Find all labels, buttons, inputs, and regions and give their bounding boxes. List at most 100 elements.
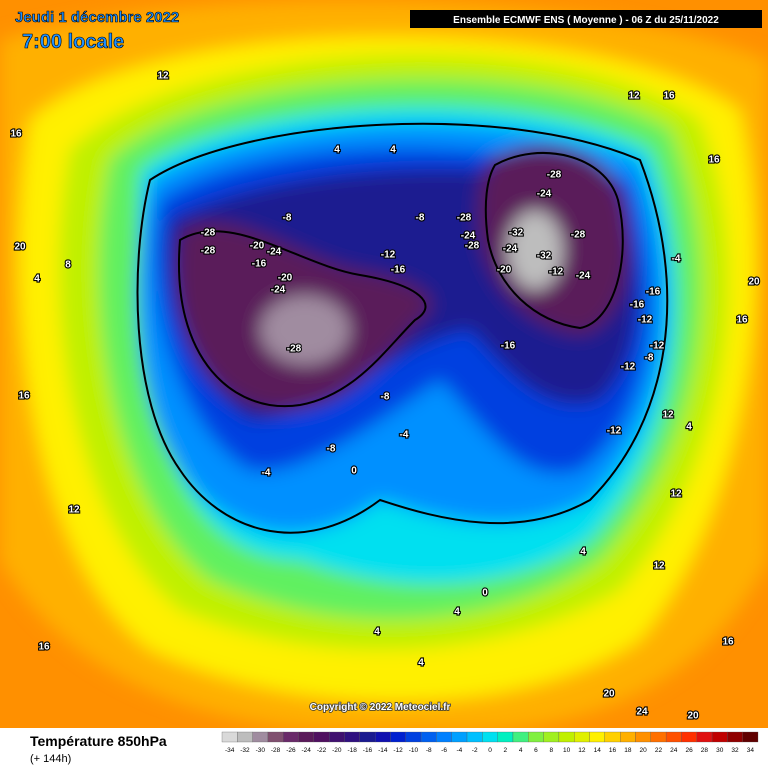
colorbar-tick-label: 10 <box>563 747 571 754</box>
contour-label: -8 <box>645 353 654 364</box>
contour-label: -24 <box>576 271 591 282</box>
contour-label: -24 <box>461 231 476 242</box>
contour-label: -20 <box>497 265 512 276</box>
contour-label: -28 <box>547 170 562 181</box>
field-m32-east <box>507 210 563 290</box>
contour-label: -16 <box>391 265 406 276</box>
contour-label: -4 <box>672 254 681 265</box>
contour-0 <box>136 122 669 534</box>
contour-label: -4 <box>400 430 409 441</box>
colorbar-tick-label: -8 <box>426 747 432 754</box>
color-swatch <box>512 731 529 743</box>
color-swatch <box>497 731 514 743</box>
colorbar-tick-label: 14 <box>594 747 602 754</box>
contour-label: 0 <box>482 588 488 599</box>
contour-label: 20 <box>603 689 615 700</box>
contour-label: 16 <box>722 637 734 648</box>
contour-label: -12 <box>381 250 396 261</box>
color-swatch <box>635 731 651 743</box>
contour-label: -24 <box>537 189 552 200</box>
color-swatch <box>313 731 330 743</box>
contour-label: 12 <box>157 71 169 82</box>
contour-label: -16 <box>646 287 661 298</box>
colorbar-tick-label: 30 <box>716 747 724 754</box>
contour-label: 16 <box>663 91 675 102</box>
contour-label: -20 <box>278 273 293 284</box>
color-swatch <box>420 731 437 743</box>
color-swatch <box>727 731 743 743</box>
field-layers <box>0 0 768 728</box>
contour-label: -16 <box>501 341 516 352</box>
contour-label: 4 <box>334 145 340 156</box>
contour-label: -28 <box>465 241 480 252</box>
colorbar-tick-label: 24 <box>670 747 678 754</box>
contour-label: -32 <box>537 251 552 262</box>
colorbar-tick-label: -12 <box>393 747 403 754</box>
contour-label: 16 <box>708 155 720 166</box>
contour-label: -24 <box>503 244 518 255</box>
color-swatch <box>482 731 498 743</box>
color-swatch <box>221 731 238 743</box>
contour-label: -8 <box>381 392 390 403</box>
colorbar-tick-label: 4 <box>519 747 523 754</box>
colorbar-tick-label: 16 <box>609 747 617 754</box>
color-swatch <box>390 731 406 743</box>
legend-subtitle: (+ 144h) <box>30 753 71 765</box>
color-swatch <box>436 731 452 743</box>
colorbar-tick-label: 0 <box>488 747 492 754</box>
contour-label: 12 <box>670 489 682 500</box>
contour-label: 12 <box>662 410 674 421</box>
contour-label: -12 <box>621 362 636 373</box>
contour-label: -16 <box>630 300 645 311</box>
colorbar-tick-label: 12 <box>578 747 586 754</box>
colorbar-tick-label: -6 <box>441 747 447 754</box>
colorbar-tick-label: -30 <box>256 747 266 754</box>
color-swatch <box>298 731 315 743</box>
color-swatch <box>620 731 636 743</box>
colorbar-tick-label: -34 <box>225 747 235 754</box>
contour-label: -16 <box>252 259 267 270</box>
colorbar-tick-label: 22 <box>655 747 663 754</box>
contour-label: -28 <box>201 246 216 257</box>
contour-label: -28 <box>201 228 216 239</box>
colorbar-tick-label: -2 <box>472 747 478 754</box>
contour-label: 24 <box>636 707 648 718</box>
colorbar-tick-label: -24 <box>302 747 312 754</box>
contour-label: -12 <box>549 267 564 278</box>
color-swatch <box>604 731 621 743</box>
contour-label: 4 <box>34 274 40 285</box>
contour-label: 12 <box>628 91 640 102</box>
color-swatch <box>681 731 697 743</box>
contour-label: 16 <box>38 642 50 653</box>
contour-label: -28 <box>287 344 302 355</box>
colorbar-tick-label: 18 <box>624 747 632 754</box>
run-box <box>410 10 762 28</box>
contour-label: -20 <box>250 241 265 252</box>
contour-label: 4 <box>686 422 692 433</box>
contour-label: 16 <box>10 129 22 140</box>
contour-label: -12 <box>638 315 653 326</box>
contour-label: -8 <box>283 213 292 224</box>
contour-label: -12 <box>607 426 622 437</box>
color-swatch <box>528 731 544 743</box>
color-swatch <box>267 731 284 743</box>
color-swatch <box>650 731 667 743</box>
color-swatch <box>696 731 713 743</box>
color-swatch <box>283 731 299 743</box>
contour-label: 4 <box>374 627 380 638</box>
color-swatch <box>466 731 483 743</box>
colorbar-tick-label: 6 <box>534 747 538 754</box>
color-swatch <box>344 731 360 743</box>
color-swatch <box>711 731 728 743</box>
colorbar-tick-label: 34 <box>747 747 755 754</box>
color-swatch <box>237 731 253 743</box>
colorbar-tick-label: -4 <box>456 747 462 754</box>
color-swatch <box>742 731 759 743</box>
time: 7:00 locale <box>22 31 124 53</box>
contour-label: 12 <box>68 505 80 516</box>
legend-title: Température 850hPa <box>30 733 167 749</box>
color-swatch <box>543 731 560 743</box>
colorbar-tick-label: 32 <box>731 747 739 754</box>
